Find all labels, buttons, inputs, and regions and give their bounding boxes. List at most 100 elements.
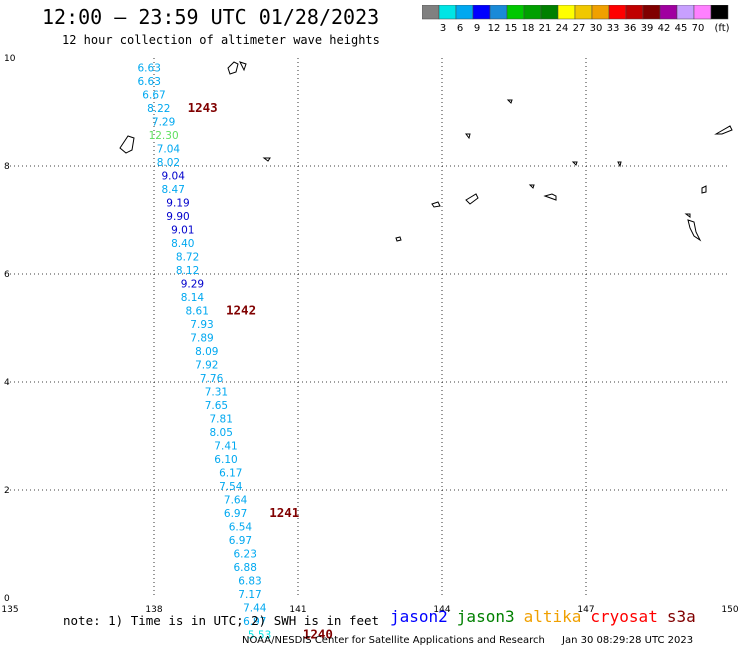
scale-label: 21 — [539, 23, 552, 34]
wave-height-value: 8.05 — [210, 427, 233, 439]
coastlines — [119, 61, 733, 242]
wave-height-value: 6.67 — [142, 90, 165, 102]
island-outline — [262, 157, 271, 162]
map-subtitle: 12 hour collection of altimeter wave hei… — [62, 33, 380, 47]
wave-height-value: 7.65 — [205, 400, 228, 412]
wave-height-value: 6.88 — [234, 562, 257, 574]
wave-height-value: 7.54 — [219, 481, 243, 493]
wave-height-value: 6.54 — [229, 522, 253, 534]
scale-label: 39 — [641, 23, 654, 34]
island-outline — [684, 213, 691, 218]
pass-time-label: 1241 — [269, 505, 299, 520]
island-outline — [431, 201, 441, 208]
wave-height-value: 6.10 — [214, 454, 237, 466]
wave-height-value: 8.40 — [171, 238, 194, 250]
x-tick-label: 141 — [289, 605, 306, 615]
wave-height-value: 7.64 — [224, 495, 248, 507]
scale-label: 12 — [488, 23, 501, 34]
pass-time-label: 1242 — [226, 303, 256, 318]
island-outline — [395, 236, 402, 242]
y-tick-label: 4 — [4, 378, 10, 388]
wave-height-value: 8.72 — [176, 252, 199, 264]
wave-height-value: 12.30 — [149, 130, 179, 142]
x-tick-label: 144 — [433, 605, 450, 615]
axis-ticks: 135 138 141 144 147 150 0 2 4 6 8 10 — [1, 54, 738, 615]
wave-height-value: 6.97 — [229, 535, 252, 547]
wave-height-value: 6.83 — [238, 576, 261, 588]
x-tick-label: 135 — [1, 605, 18, 615]
wave-height-value: 6.17 — [219, 468, 242, 480]
wave-height-value: 8.14 — [181, 292, 205, 304]
island-outline — [687, 219, 702, 242]
wave-height-value: 8.12 — [176, 265, 199, 277]
wave-height-value: 6.63 — [138, 76, 161, 88]
wave-height-value: 9.04 — [162, 171, 186, 183]
satellite-jason3: jason3 — [456, 607, 515, 626]
scale-label: 27 — [573, 23, 586, 34]
satellite-jason2: jason2 — [390, 607, 448, 626]
wave-height-value: 8.02 — [157, 157, 180, 169]
scale-label: 9 — [474, 23, 480, 34]
wave-height-value: 6.23 — [234, 549, 257, 561]
x-tick-label: 147 — [577, 605, 594, 615]
scale-label: 42 — [658, 23, 671, 34]
map-title: 12:00 – 23:59 UTC 01/28/2023 — [42, 5, 380, 29]
island-outline — [528, 184, 535, 189]
wave-height-value: 7.31 — [205, 387, 228, 399]
x-tick-label: 150 — [721, 605, 738, 615]
y-tick-label: 8 — [4, 162, 10, 172]
y-tick-label: 0 — [4, 594, 10, 604]
scale-label: 18 — [522, 23, 535, 34]
island-outline — [617, 161, 622, 168]
wave-height-value: 5.53 — [248, 630, 271, 642]
scale-label: 30 — [590, 23, 603, 34]
scale-label: 6 — [457, 23, 463, 34]
satellite-cryosat: cryosat — [590, 607, 658, 626]
credits-line: NOAA/NESDIS Center for Satellite Applica… — [242, 635, 693, 646]
wave-height-value: 9.01 — [171, 225, 194, 237]
wave-height-value: 6.97 — [243, 616, 266, 628]
wave-height-value: 9.29 — [181, 279, 204, 291]
y-tick-label: 6 — [4, 270, 10, 280]
island-outline — [465, 133, 471, 140]
footnote: note: 1) Time is in UTC; 2) SWH is in fe… — [63, 613, 380, 628]
island-outline — [506, 99, 513, 104]
color-scale-legend: 3 6 9 12 15 18 21 24 27 30 33 36 39 42 45 70 (ft) — [422, 5, 730, 34]
wave-height-value: 8.47 — [162, 184, 185, 196]
wave-height-value: 6.97 — [224, 508, 247, 520]
satellite-legend: jason2 jason3 altika cryosat s3a — [390, 607, 705, 626]
y-tick-label: 2 — [4, 486, 10, 496]
satellite-s3a: s3a — [666, 607, 696, 626]
wave-height-value: 7.81 — [210, 414, 233, 426]
y-tick-label: 10 — [4, 54, 16, 64]
pass-time-label: 1243 — [188, 100, 218, 115]
wave-height-value: 7.92 — [195, 360, 218, 372]
island-outline — [227, 61, 247, 75]
scale-label: 33 — [607, 23, 620, 34]
wave-height-value: 7.29 — [152, 117, 175, 129]
scale-label: 3 — [440, 23, 446, 34]
wave-height-value: 8.09 — [195, 346, 218, 358]
island-outline — [571, 161, 578, 166]
wave-height-value: 7.89 — [190, 333, 213, 345]
credits-text: NOAA/NESDIS Center for Satellite Applica… — [242, 635, 545, 646]
map-grid — [10, 58, 730, 598]
wave-height-value: 8.61 — [186, 306, 209, 318]
scale-label: 15 — [505, 23, 518, 34]
satellite-altika: altika — [523, 607, 582, 626]
island-outline — [543, 193, 557, 201]
wave-height-value: 7.17 — [238, 589, 261, 601]
island-outline — [465, 193, 479, 205]
x-tick-label: 138 — [145, 605, 162, 615]
island-outline — [701, 185, 707, 194]
wave-height-track: 6.636.636.678.227.2912.307.048.029.048.4… — [138, 63, 272, 642]
island-outline — [714, 125, 733, 135]
generated-timestamp: Jan 30 08:29:28 UTC 2023 — [562, 635, 694, 646]
pass-time-labels: 1243 1242 1241 1240 — [188, 100, 333, 642]
wave-height-value: 8.22 — [147, 103, 170, 115]
scale-label: 45 — [675, 23, 688, 34]
scale-unit: (ft) — [714, 23, 729, 34]
wave-height-value: 9.90 — [166, 211, 189, 223]
wave-height-value: 9.19 — [166, 198, 189, 210]
